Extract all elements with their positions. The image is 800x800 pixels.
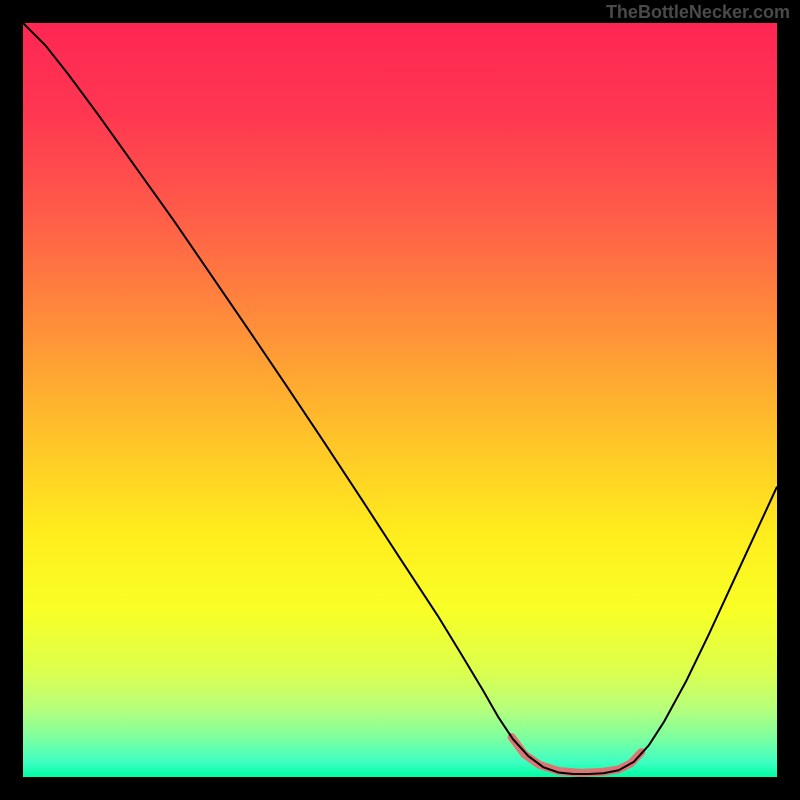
attribution-text: TheBottleNecker.com: [606, 2, 790, 23]
main-curve: [23, 23, 777, 774]
curve-layer: [23, 23, 777, 777]
bottleneck-curve-chart: [23, 23, 777, 777]
